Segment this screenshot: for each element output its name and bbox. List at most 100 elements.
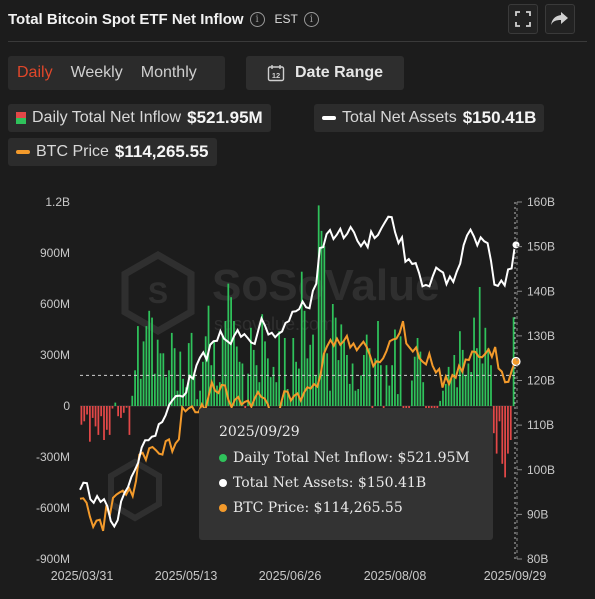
inflow-bar — [185, 387, 187, 406]
inflow-bar — [343, 341, 345, 406]
inflow-bar — [111, 406, 114, 409]
inflow-bar — [117, 406, 120, 417]
inflow-bar — [329, 390, 331, 406]
inflow-bar — [269, 377, 272, 406]
right-axis-ticks: 160B 150B 140B 130B 120B 110B 100B 90B 80B — [516, 195, 555, 566]
inflow-bar — [295, 361, 297, 406]
inflow-bar — [165, 377, 168, 406]
inflow-bar — [83, 406, 86, 422]
inflow-bars — [80, 205, 515, 478]
inflow-bar — [357, 389, 360, 406]
inflow-bar — [89, 406, 91, 442]
tooltip-inflow-row: Daily Total Net Inflow: $521.95M — [219, 450, 470, 466]
inflow-bar — [326, 353, 329, 406]
left-tick-label: 600M — [40, 297, 70, 311]
inflow-bar — [490, 365, 492, 406]
inflow-bar — [478, 287, 481, 406]
x-tick-label: 2025/06/26 — [259, 569, 322, 583]
inflow-bar — [103, 406, 105, 440]
inflow-bar — [86, 406, 88, 415]
date-range-button[interactable]: 12 Date Range — [246, 56, 404, 90]
info-icon[interactable]: i — [249, 11, 265, 27]
btc-swatch — [16, 150, 30, 154]
tab-daily[interactable]: Daily — [17, 64, 53, 81]
legend-assets-label: Total Net Assets — [342, 109, 457, 126]
inflow-bar — [139, 378, 142, 406]
x-axis-ticks: 2025/03/31 2025/05/13 2025/06/26 2025/08/08… — [51, 569, 547, 583]
legend-assets[interactable]: Total Net Assets $150.41B — [314, 104, 545, 132]
inflow-bar — [337, 360, 340, 406]
inflow-bar — [447, 366, 450, 406]
right-tick-label: 150B — [527, 240, 555, 254]
inflow-bar — [442, 390, 444, 406]
x-tick-label: 2025/08/08 — [364, 569, 427, 583]
calendar-day: 12 — [272, 71, 280, 80]
x-tick-label: 2025/03/31 — [51, 569, 114, 583]
inflow-bar — [286, 389, 289, 406]
inflow-bar — [388, 385, 391, 406]
period-tabs: Daily Weekly Monthly — [8, 56, 225, 90]
right-tick-label: 140B — [527, 284, 555, 298]
tooltip-btc-row: BTC Price: $114,265.55 — [219, 500, 403, 516]
inflow-bar — [495, 406, 498, 454]
tab-weekly[interactable]: Weekly — [70, 64, 123, 81]
inflow-bar — [396, 394, 399, 406]
right-tick-label: 90B — [527, 507, 548, 521]
tooltip-assets-dot — [219, 479, 227, 487]
legend-inflow-label: Daily Total Net Inflow — [32, 109, 182, 126]
inflow-bar — [374, 358, 377, 406]
x-tick-label: 2025/09/29 — [484, 569, 547, 583]
inflow-bar — [145, 326, 148, 406]
right-tick-label: 130B — [527, 329, 555, 343]
inflow-bar — [221, 336, 224, 406]
inflow-bar — [148, 310, 151, 406]
btc-price-line — [79, 320, 516, 532]
inflow-bar — [323, 246, 326, 406]
legend-inflow[interactable]: Daily Total Net Inflow $521.95M — [8, 104, 271, 132]
right-tick-label: 120B — [527, 374, 555, 388]
timezone-info-icon[interactable]: i — [303, 11, 319, 27]
left-axis-ticks: 1.2B 900M 600M 300M 0 -300M -600M -900M — [36, 195, 70, 566]
total-assets-line — [79, 215, 516, 529]
inflow-bar — [105, 406, 108, 430]
tooltip-assets: Total Net Assets: $150.41B — [233, 475, 427, 491]
inflow-bar — [261, 314, 264, 406]
watermark: S SoSoValue sosovalue.com — [108, 250, 439, 522]
fullscreen-button[interactable] — [508, 4, 538, 34]
inflow-bar — [354, 390, 357, 406]
inflow-bar — [303, 310, 306, 406]
inflow-bar — [131, 395, 134, 406]
inflow-bar — [128, 406, 131, 435]
inflow-bar — [391, 365, 394, 406]
inflow-bar — [363, 355, 365, 406]
inflow-bar — [351, 363, 354, 406]
watermark-sub: sosovalue.com — [214, 314, 334, 334]
inflow-bar — [199, 390, 201, 406]
inflow-bar — [365, 334, 368, 406]
left-tick-label: -300M — [36, 450, 70, 464]
inflow-bar — [238, 361, 241, 406]
inflow-bar — [250, 327, 252, 406]
inflow-bar — [377, 321, 379, 406]
inflow-bar — [340, 324, 343, 406]
tab-monthly[interactable]: Monthly — [140, 64, 197, 81]
tooltip-btc-dot — [219, 504, 227, 512]
inflow-bar — [504, 406, 506, 478]
inflow-bar — [97, 406, 100, 435]
inflow-bar — [439, 400, 442, 406]
inflow-bar — [162, 353, 165, 406]
inflow-bar — [331, 304, 334, 406]
legend-btc-value: $114,265.55 — [114, 142, 209, 161]
inflow-bar — [168, 370, 170, 406]
inflow-bar — [334, 317, 337, 406]
inflow-bar — [312, 334, 314, 406]
inflow-bar — [272, 366, 275, 406]
inflow-bar — [475, 348, 478, 406]
inflow-bar — [151, 317, 153, 406]
share-button[interactable] — [545, 4, 575, 34]
chart-title: Total Bitcoin Spot ETF Net Inflow — [8, 10, 244, 28]
legend-btc[interactable]: BTC Price $114,265.55 — [8, 138, 217, 166]
tooltip-date: 2025/09/29 — [219, 424, 300, 440]
inflow-bar — [190, 332, 193, 406]
